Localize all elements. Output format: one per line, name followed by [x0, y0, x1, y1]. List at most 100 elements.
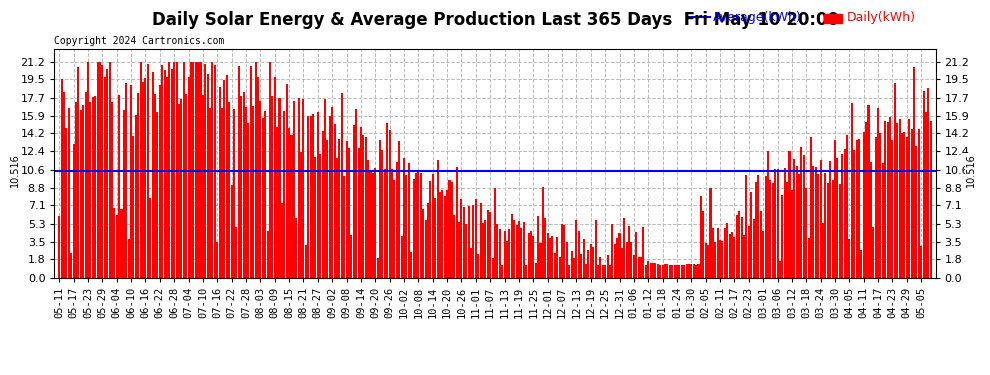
Bar	[695, 265, 697, 278]
Bar	[690, 264, 692, 278]
Bar	[214, 65, 216, 278]
Bar	[845, 135, 848, 278]
Bar	[99, 62, 101, 278]
Bar	[685, 264, 688, 278]
Bar	[393, 180, 395, 278]
Bar	[65, 128, 67, 278]
Bar	[848, 239, 850, 278]
Bar	[273, 77, 276, 278]
Bar	[731, 232, 733, 278]
Bar	[261, 118, 263, 278]
Bar	[170, 69, 173, 278]
Bar	[219, 87, 221, 278]
Bar	[63, 93, 65, 278]
Bar	[147, 64, 148, 278]
Bar	[561, 224, 563, 278]
Bar	[913, 67, 915, 278]
Bar	[106, 69, 108, 278]
Bar	[788, 151, 791, 278]
Bar	[597, 265, 599, 278]
Bar	[408, 163, 410, 278]
Bar	[494, 188, 496, 278]
Bar	[504, 231, 506, 278]
Bar	[592, 247, 594, 278]
Bar	[458, 222, 460, 278]
Bar	[516, 225, 518, 278]
Bar	[920, 246, 923, 278]
Bar	[779, 261, 781, 278]
Bar	[822, 223, 824, 278]
Bar	[688, 264, 690, 278]
Bar	[364, 137, 366, 278]
Bar	[489, 212, 491, 278]
Bar	[556, 237, 558, 278]
Bar	[702, 211, 704, 278]
Bar	[123, 110, 125, 278]
Bar	[750, 192, 752, 278]
Bar	[315, 157, 317, 278]
Bar	[138, 93, 140, 278]
Bar	[113, 208, 115, 278]
Bar	[647, 261, 649, 278]
Bar	[774, 169, 776, 278]
Bar	[724, 228, 726, 278]
Bar	[764, 177, 766, 278]
Bar	[446, 190, 448, 278]
Bar	[439, 192, 441, 278]
Bar	[791, 190, 793, 278]
Bar	[815, 167, 817, 278]
Bar	[298, 98, 300, 278]
Bar	[882, 163, 884, 278]
Bar	[252, 106, 254, 278]
Bar	[508, 229, 511, 278]
Bar	[195, 62, 197, 278]
Bar	[776, 168, 778, 278]
Bar	[729, 234, 731, 278]
Bar	[295, 218, 297, 278]
Bar	[636, 232, 638, 278]
Bar	[355, 108, 357, 278]
Bar	[805, 188, 807, 278]
Bar	[360, 128, 362, 278]
Bar	[511, 214, 513, 278]
Bar	[626, 243, 628, 278]
Bar	[58, 216, 60, 278]
Bar	[528, 233, 530, 278]
Bar	[369, 170, 371, 278]
Bar	[558, 257, 560, 278]
Bar	[928, 88, 930, 278]
Bar	[183, 62, 185, 278]
Bar	[563, 225, 565, 278]
Bar	[92, 97, 94, 278]
Bar	[669, 265, 671, 278]
Bar	[767, 151, 769, 278]
Bar	[916, 146, 918, 278]
Bar	[860, 251, 862, 278]
Bar	[290, 135, 292, 278]
Bar	[204, 64, 206, 278]
Bar	[714, 242, 717, 278]
Bar	[678, 265, 680, 278]
Bar	[221, 108, 223, 278]
Bar	[757, 175, 759, 278]
Bar	[229, 102, 231, 278]
Bar	[830, 161, 832, 278]
Bar	[145, 78, 147, 278]
Bar	[518, 221, 520, 278]
Bar	[475, 199, 477, 278]
Bar	[339, 139, 341, 278]
Bar	[142, 82, 145, 278]
Bar	[570, 251, 572, 278]
Bar	[842, 154, 843, 278]
Bar	[644, 265, 646, 278]
Bar	[523, 222, 525, 278]
Bar	[341, 93, 343, 278]
Bar	[238, 66, 240, 278]
Bar	[317, 112, 319, 278]
Bar	[923, 90, 925, 278]
Bar	[403, 158, 405, 278]
Bar	[551, 236, 553, 278]
Bar	[264, 111, 266, 278]
Bar	[300, 152, 302, 278]
Bar	[322, 132, 324, 278]
